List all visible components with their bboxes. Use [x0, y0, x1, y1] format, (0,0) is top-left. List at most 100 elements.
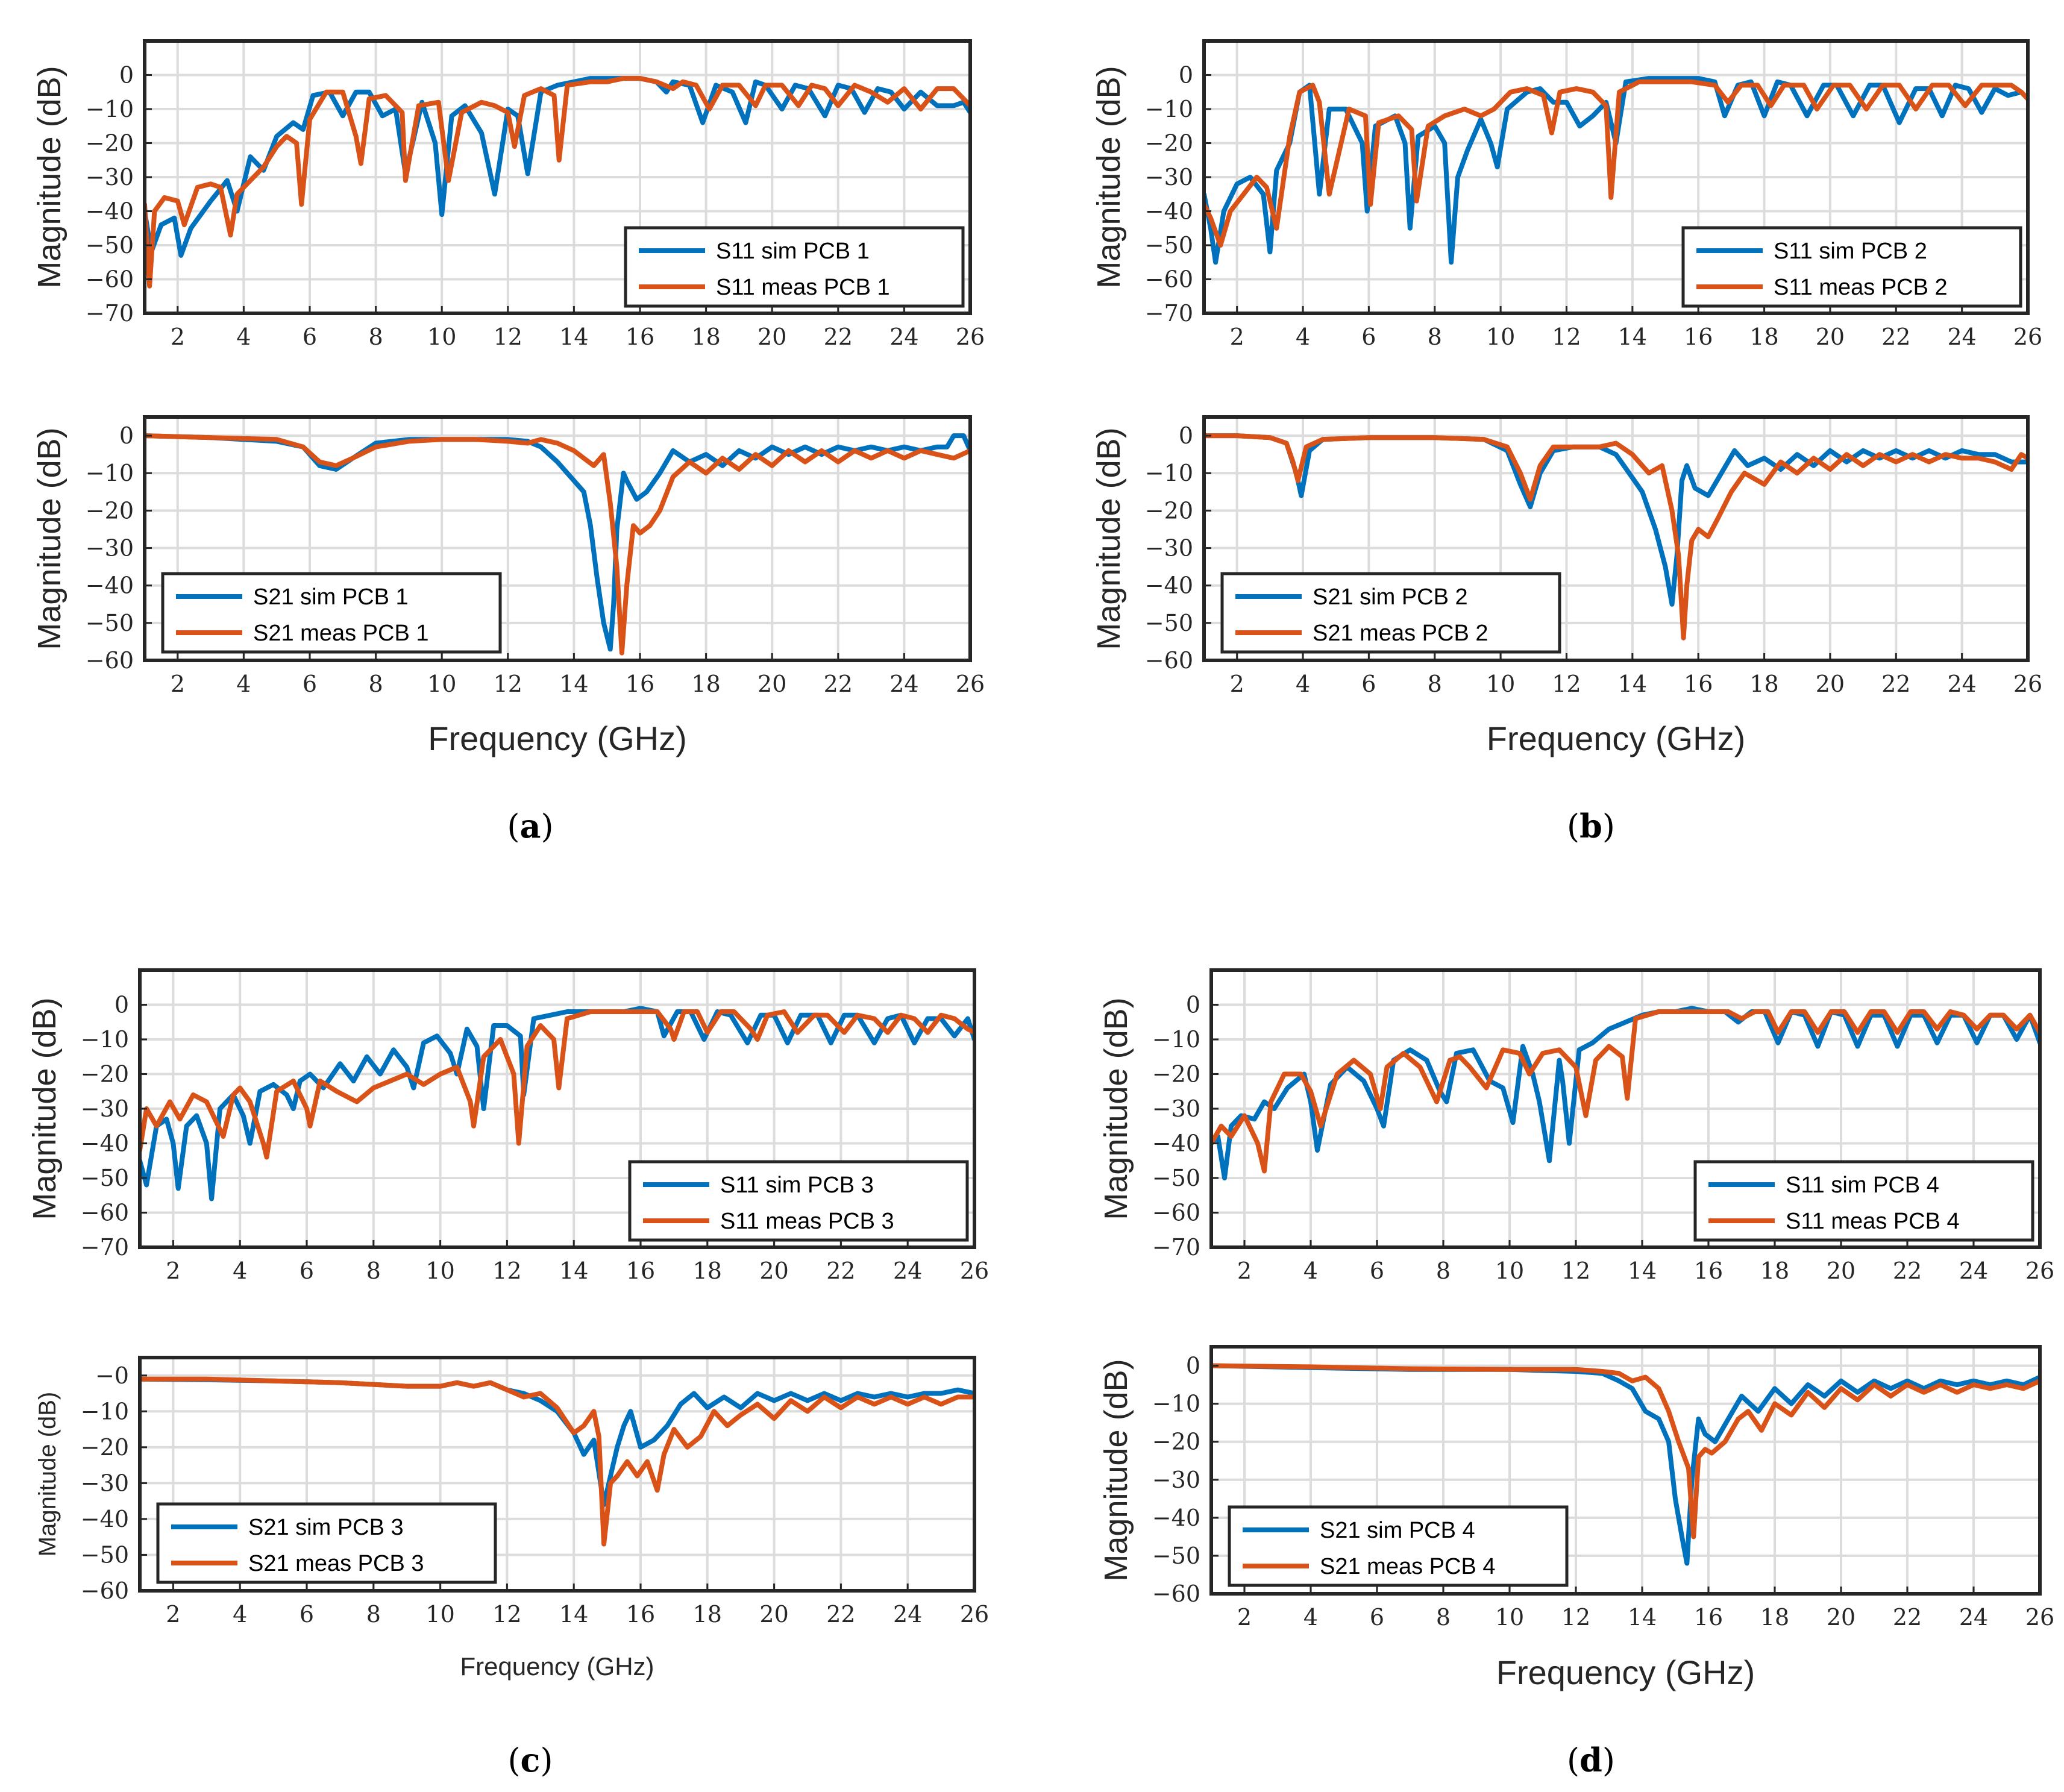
chart-a-s11: 2 4 6 8 10 12 14 16 18 20 22 24 260−10−20−30−40−50−6… — [31, 39, 985, 350]
legend-entry: S21 sim PCB 4 — [1320, 1518, 1475, 1543]
x-tick-label: 12 — [494, 324, 522, 350]
x-tick-label: 20 — [759, 1601, 788, 1628]
y-tick-label: −40 — [81, 1506, 129, 1532]
legend-entry: S11 meas PCB 4 — [1786, 1209, 1960, 1234]
x-tick-label: 12 — [1561, 1604, 1590, 1631]
y-tick-label: −50 — [86, 610, 134, 636]
x-tick-label: 6 — [1361, 324, 1376, 350]
x-tick-label: 18 — [1760, 1258, 1789, 1284]
series-line-sim — [140, 1006, 974, 1201]
x-tick-label: 12 — [1552, 671, 1581, 697]
x-tick-label: 8 — [369, 324, 383, 350]
x-tick-label: 26 — [956, 671, 985, 697]
x-tick-label: 2 — [171, 671, 185, 697]
y-tick-label: −40 — [86, 572, 134, 599]
legend: S11 sim PCB 4 S11 meas PCB 4 — [1693, 1160, 2034, 1242]
chart-c-s21: 2 4 6 8 10 12 14 16 18 20 22 24 26−0−10−20−30−40−50−… — [34, 1356, 989, 1681]
legend-entry: S21 meas PCB 4 — [1320, 1554, 1495, 1579]
x-tick-label: 24 — [893, 1601, 922, 1628]
y-axis-label: Magnitude (dB) — [31, 427, 67, 650]
x-tick-label: 10 — [1495, 1258, 1524, 1284]
x-tick-label: 6 — [1361, 671, 1376, 697]
legend-entry: S11 sim PCB 3 — [720, 1173, 874, 1198]
y-tick-label: −60 — [81, 1200, 129, 1226]
x-tick-label: 10 — [1495, 1604, 1524, 1631]
x-tick-label: 12 — [494, 671, 522, 697]
x-tick-label: 6 — [300, 1601, 314, 1628]
y-tick-label: −10 — [1152, 1391, 1200, 1417]
axes-frame — [1202, 415, 2030, 662]
chart-b-s11: 2 4 6 8 10 12 14 16 18 20 22 24 260−10−20−30−40−50−6… — [1091, 39, 2042, 350]
x-tick-label: 26 — [956, 324, 985, 350]
y-axis-label: Magnitude (dB) — [1091, 427, 1127, 650]
x-tick-label: 2 — [1237, 1258, 1252, 1284]
legend-entry: S11 meas PCB 3 — [720, 1209, 894, 1234]
chart-b-s21: 2 4 6 8 10 12 14 16 18 20 22 24 260−10−20−30−40−50−6… — [1091, 415, 2042, 757]
y-tick-label: −50 — [1152, 1543, 1200, 1569]
y-tick-label: −40 — [81, 1130, 129, 1157]
x-axis-label: Frequency (GHz) — [428, 719, 686, 757]
y-tick-label: −50 — [81, 1165, 129, 1191]
series-line-meas — [1204, 433, 2028, 641]
legend-box — [1228, 1505, 1569, 1587]
y-tick-label: −50 — [81, 1541, 129, 1568]
legend: S11 sim PCB 2 S11 meas PCB 2 — [1681, 226, 2022, 308]
y-tick-label: 0 — [1179, 422, 1193, 449]
y-tick-label: −40 — [1145, 572, 1193, 599]
y-tick-label: −20 — [81, 1434, 129, 1461]
y-tick-label: −50 — [86, 232, 134, 258]
y-tick-label: −70 — [86, 300, 134, 327]
x-tick-label: 10 — [427, 324, 456, 350]
y-tick-label: −10 — [1145, 96, 1193, 122]
y-tick-label: 0 — [1186, 992, 1200, 1018]
x-tick-label: 4 — [233, 1601, 247, 1628]
x-tick-label: 14 — [559, 1258, 588, 1284]
legend-entry: S21 meas PCB 1 — [253, 621, 428, 646]
x-tick-label: 16 — [1684, 324, 1713, 350]
y-tick-label: 0 — [1179, 62, 1193, 89]
legend-box — [1220, 572, 1561, 654]
y-tick-label: −10 — [86, 460, 134, 486]
chart-c-s11: 2 4 6 8 10 12 14 16 18 20 22 24 260−10−20−30−40−50−6… — [27, 968, 989, 1284]
x-tick-label: 26 — [2025, 1604, 2054, 1631]
y-tick-label: 0 — [1186, 1353, 1200, 1379]
y-axis-label: Magnitude (dB) — [1098, 1359, 1134, 1581]
y-tick-label: −60 — [1152, 1200, 1200, 1226]
x-tick-label: 14 — [559, 671, 588, 697]
legend-entry: S11 sim PCB 1 — [716, 239, 870, 264]
x-tick-label: 20 — [1816, 671, 1845, 697]
x-tick-label: 6 — [1370, 1604, 1384, 1631]
x-tick-label: 18 — [1749, 324, 1778, 350]
panel-label-b: (b) — [1567, 807, 1615, 845]
chart-d-s11: 2 4 6 8 10 12 14 16 18 20 22 24 260−10−20−30−40−50−6… — [1098, 968, 2054, 1284]
x-tick-label: 26 — [2013, 324, 2042, 350]
y-tick-label: −60 — [86, 647, 134, 674]
y-tick-label: −30 — [1152, 1467, 1200, 1493]
y-tick-label: −30 — [1152, 1095, 1200, 1122]
series-line-meas — [1204, 79, 2028, 248]
x-tick-label: 10 — [1486, 671, 1515, 697]
y-tick-label: −60 — [86, 266, 134, 293]
chart-a-s21: 2 4 6 8 10 12 14 16 18 20 22 24 260−10−20−30−40−50−6… — [31, 415, 985, 757]
x-tick-label: 8 — [1428, 671, 1442, 697]
legend: S11 sim PCB 1 S11 meas PCB 1 — [624, 226, 965, 308]
x-tick-label: 12 — [492, 1601, 521, 1628]
x-tick-label: 24 — [893, 1258, 922, 1284]
axes-frame — [138, 1356, 976, 1593]
y-tick-label: −20 — [1152, 1429, 1200, 1455]
x-tick-label: 20 — [758, 671, 786, 697]
legend: S21 sim PCB 1 S21 meas PCB 1 — [161, 572, 502, 654]
x-tick-label: 22 — [1881, 324, 1910, 350]
x-tick-label: 22 — [826, 1258, 855, 1284]
x-tick-label: 10 — [1486, 324, 1515, 350]
x-tick-label: 22 — [824, 671, 853, 697]
legend-entry: S21 sim PCB 2 — [1313, 584, 1468, 610]
chart-d-s21: 2 4 6 8 10 12 14 16 18 20 22 24 260−10−20−30−40−50−6… — [1098, 1345, 2054, 1691]
y-tick-label: −60 — [1152, 1581, 1200, 1607]
x-tick-label: 16 — [1694, 1604, 1723, 1631]
legend-box — [156, 1502, 497, 1584]
x-tick-label: 10 — [427, 671, 456, 697]
y-tick-label: −10 — [81, 1398, 129, 1424]
x-tick-label: 4 — [236, 671, 251, 697]
x-tick-label: 8 — [1428, 324, 1442, 350]
